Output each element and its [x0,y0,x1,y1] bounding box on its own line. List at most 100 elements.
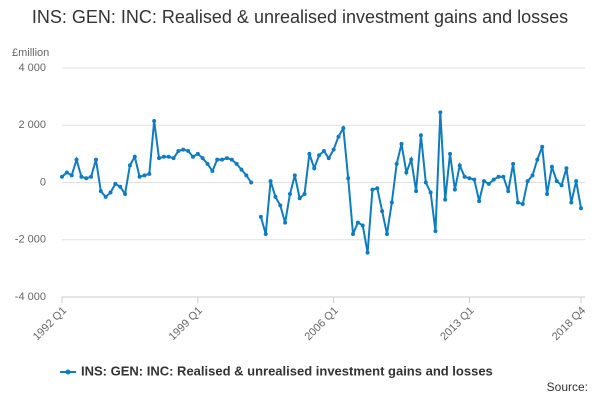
y-tick-label: 0 [40,176,46,188]
point [200,156,205,161]
point [147,171,152,176]
point [423,180,428,185]
point [263,232,268,237]
x-tick-label: 2013 Q1 [438,305,476,343]
point [132,154,137,159]
point [302,191,307,196]
point [123,191,128,196]
point [574,179,579,184]
point [239,167,244,172]
point [142,173,147,178]
point [467,176,472,181]
point [60,174,64,179]
point [152,118,157,123]
point [535,157,540,162]
y-tick-label: -4 000 [15,291,46,303]
point [176,149,181,154]
point [448,151,453,156]
legend-label: INS: GEN: INC: Realised & unrealised inv… [81,363,493,378]
y-tick-label: -2 000 [15,234,46,246]
point [113,181,118,186]
point [312,166,317,171]
point [249,180,254,185]
y-unit-label: £million [12,47,49,59]
point [210,169,215,174]
point [545,191,550,196]
point [317,153,322,158]
point [307,151,312,156]
point [287,191,292,196]
point [355,220,360,225]
point [127,163,132,168]
point [244,173,249,178]
point [297,196,302,201]
point [579,206,583,211]
point [452,187,457,192]
point [273,194,278,199]
point [477,199,482,204]
point [341,126,346,131]
point [278,203,283,208]
point [559,183,564,188]
point [268,179,273,184]
point [515,200,520,205]
point [258,214,263,219]
point [433,229,438,234]
x-tick-label: 2006 Q1 [302,305,340,343]
point [234,161,239,166]
point [428,190,433,195]
point [336,134,341,139]
point [103,194,108,199]
point [181,147,186,152]
chart-title: INS: GEN: INC: Realised & unrealised inv… [31,7,569,27]
point [457,163,462,168]
point [525,179,530,184]
point [569,200,574,205]
point [394,161,399,166]
point [331,147,336,152]
point [438,110,443,115]
point [375,186,380,191]
point [69,173,74,178]
point [161,154,166,159]
x-tick-label: 1992 Q1 [31,305,69,343]
point [564,166,569,171]
point [530,173,535,178]
point [414,189,419,194]
point [549,164,554,169]
point [157,156,162,161]
point [365,250,370,255]
point [205,161,210,166]
point [229,157,234,162]
point [554,179,559,184]
point [137,174,142,179]
source: Source: [547,380,588,394]
point [93,157,98,162]
point [108,190,113,195]
point [481,179,486,184]
point [224,156,229,161]
point [171,156,176,161]
point [326,156,331,161]
point [511,161,516,166]
point [292,173,297,178]
point [84,176,89,181]
point [195,151,200,156]
y-tick-label: 4 000 [18,62,46,74]
point [443,197,448,202]
point [370,187,375,192]
point [486,181,491,186]
point [89,174,94,179]
point [380,209,385,214]
y-tick-label: 2 000 [18,119,46,131]
point [64,170,69,175]
x-tick-label: 2018 Q4 [550,305,588,343]
point [190,154,195,159]
point [404,170,409,175]
point [79,174,84,179]
point [491,177,496,182]
point [506,189,511,194]
point [220,157,225,162]
